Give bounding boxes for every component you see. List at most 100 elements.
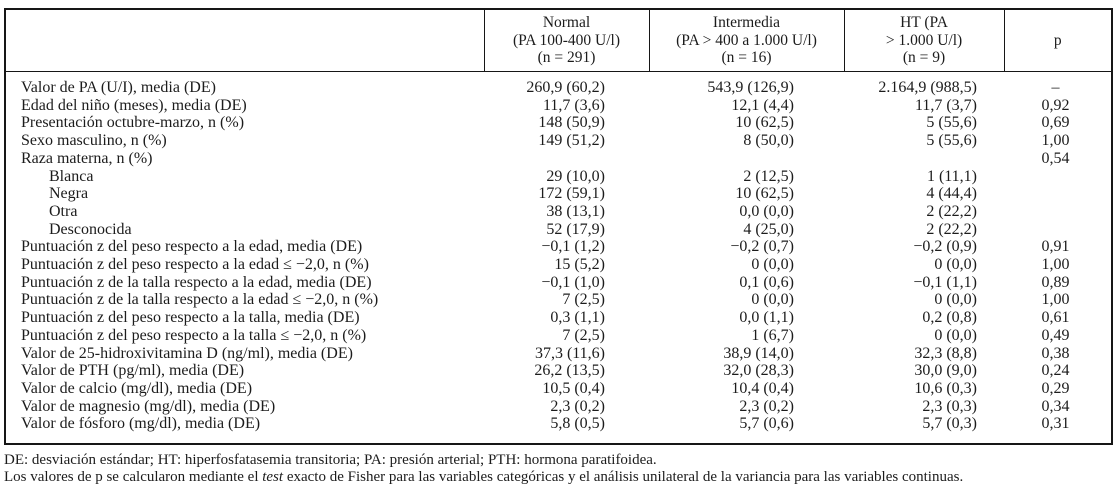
column-header-normal: Normal (PA 100-400 U/l) (n = 291) <box>483 8 650 72</box>
cell-p: 1,00 <box>1041 256 1070 274</box>
cell-normal: −0,1 (1,0) <box>541 273 605 291</box>
cell-ht: 0 (0,0) <box>934 256 977 274</box>
cell-p: 0,54 <box>1041 149 1070 167</box>
cell-ht: 5 (55,6) <box>926 132 977 150</box>
cell-normal: 11,7 (3,6) <box>542 96 605 114</box>
column-header-line: (n = 16) <box>721 49 772 67</box>
cell-normal: 172 (59,1) <box>538 185 605 203</box>
column-header-line: (n = 9) <box>902 49 946 67</box>
cell-intermedia: 10 (62,5) <box>735 185 794 203</box>
footnote-methods-suffix: exacto de Fisher para las variables cate… <box>283 469 964 485</box>
cell-normal: 260,9 (60,2) <box>526 79 605 96</box>
cell-ht: 4 (44,4) <box>926 185 977 203</box>
cell-normal: 26,2 (13,5) <box>534 362 605 380</box>
cell-intermedia: 1 (6,7) <box>751 326 794 344</box>
cell-normal: 15 (5,2) <box>554 256 605 274</box>
cell-intermedia: 10 (62,5) <box>735 114 794 132</box>
column-header-line: p <box>1053 31 1062 49</box>
cell-normal: 5,8 (0,5) <box>550 415 605 433</box>
cell-ht: 2 (22,2) <box>926 220 977 238</box>
row-label: Raza materna, n (%) <box>21 149 153 167</box>
row-label: Sexo masculino, n (%) <box>21 132 167 150</box>
footnote-abbreviations: DE: desviación estándar; HT: hiperfosfat… <box>4 452 657 469</box>
cell-p: 0,69 <box>1041 114 1070 132</box>
table-row: Valor de 25-hidroxivitamina D (ng/ml), m… <box>5 345 1112 363</box>
cell-p <box>1004 168 1112 186</box>
cell-normal: 148 (50,9) <box>538 114 605 132</box>
cell-intermedia: 2 (12,5) <box>743 167 794 185</box>
row-label: Presentación octubre-marzo, n (%) <box>21 114 245 132</box>
cell-p: 0,89 <box>1041 273 1070 291</box>
column-header-line: Normal <box>542 14 591 32</box>
table-row: Raza materna, n (%) 0,54 <box>5 150 1112 168</box>
column-header-line: (PA > 400 a 1.000 U/l) <box>676 31 817 49</box>
column-header-line: > 1.000 U/l) <box>885 31 963 49</box>
cell-intermedia: 0,0 (0,0) <box>739 202 794 220</box>
row-label: Negra <box>49 185 89 203</box>
cell-ht: 2.164,9 (988,5) <box>878 79 977 96</box>
cell-ht: 0 (0,0) <box>934 291 977 309</box>
table-row: Edad del niño (meses), media (DE) 11,7 (3… <box>5 97 1112 115</box>
row-label: Puntuación z del peso respecto a la tall… <box>21 326 367 344</box>
table-row: Puntuación z del peso respecto a la edad… <box>5 238 1112 256</box>
row-label: Valor de PA (U/I), media (DE) <box>21 79 216 96</box>
cell-p: 0,24 <box>1041 362 1070 380</box>
cell-intermedia: 8 (50,0) <box>743 132 794 150</box>
column-header-p: p <box>1003 8 1113 72</box>
column-header-line: Intermedia <box>712 14 781 32</box>
cell-ht: 5,7 (0,3) <box>922 415 977 433</box>
table-body: Valor de PA (U/I), media (DE) 260,9 (60,2… <box>5 72 1112 445</box>
cell-ht: 11,7 (3,7) <box>914 96 977 114</box>
table-row: Valor de PA (U/I), media (DE) 260,9 (60,2… <box>5 72 1112 97</box>
cell-intermedia: 4 (25,0) <box>743 220 794 238</box>
table-row: Blanca 29 (10,0) 2 (12,5) 1 (11,1) <box>5 168 1112 186</box>
cell-intermedia: 2,3 (0,2) <box>739 397 794 415</box>
row-label: Puntuación z del peso respecto a la edad… <box>21 256 369 274</box>
cell-ht: 30,0 (9,0) <box>914 362 977 380</box>
cell-ht: 10,6 (0,3) <box>914 379 977 397</box>
column-header-line: HT (PA <box>900 14 948 32</box>
table-header-row: Normal (PA 100-400 U/l) (n = 291) Interm… <box>4 8 1113 72</box>
cell-normal: 2,3 (0,2) <box>550 397 605 415</box>
footnote-methods: Los valores de p se calcularon mediante … <box>4 469 1115 485</box>
cell-intermedia: 32,0 (28,3) <box>723 362 794 380</box>
cell-normal: 38 (13,1) <box>546 202 605 220</box>
footnote-methods-prefix: Los valores de p se calcularon mediante … <box>4 469 263 485</box>
cell-normal: 10,5 (0,4) <box>542 379 605 397</box>
row-label: Puntuación z de la talla respecto a la e… <box>21 273 372 291</box>
cell-ht: 5 (55,6) <box>926 114 977 132</box>
cell-ht: 2,3 (0,3) <box>922 397 977 415</box>
cell-p: 0,91 <box>1041 238 1070 256</box>
column-header-line: (PA 100-400 U/l) <box>512 31 621 49</box>
cell-p <box>1004 203 1112 221</box>
table-row: Valor de calcio (mg/dl), media (DE) 10,5 … <box>5 380 1112 398</box>
cell-ht: −0,2 (0,9) <box>913 238 977 256</box>
cell-p: 0,31 <box>1041 415 1070 433</box>
table-footnotes: DE: desviación estándar; HT: hiperfosfat… <box>4 452 1115 485</box>
cell-ht: 1 (11,1) <box>926 167 977 185</box>
cell-normal: −0,1 (1,2) <box>541 238 605 256</box>
cell-p <box>1004 221 1112 239</box>
cell-intermedia: 38,9 (14,0) <box>723 344 794 362</box>
row-label: Puntuación z de la talla respecto a la e… <box>21 291 379 309</box>
row-label: Valor de magnesio (mg/dl), media (DE) <box>21 397 276 415</box>
column-header-stub <box>4 8 485 72</box>
cell-normal: 149 (51,2) <box>538 132 605 150</box>
cell-p: – <box>1051 79 1060 96</box>
cell-p: 0,61 <box>1041 309 1070 327</box>
cell-ht: 0,2 (0,8) <box>922 309 977 327</box>
cell-intermedia: 5,7 (0,6) <box>739 415 794 433</box>
table-row: Puntuación z del peso respecto a la tall… <box>5 327 1112 345</box>
row-label: Valor de fósforo (mg/dl), media (DE) <box>21 415 261 433</box>
cell-ht: 2 (22,2) <box>926 202 977 220</box>
cell-intermedia <box>649 150 844 168</box>
cell-ht: 0 (0,0) <box>934 326 977 344</box>
footnote-methods-italic: test <box>262 469 284 485</box>
table-row: Sexo masculino, n (%) 149 (51,2) 8 (50,0) 5… <box>5 132 1112 150</box>
cell-ht: 32,3 (8,8) <box>914 344 977 362</box>
row-label: Puntuación z del peso respecto a la tall… <box>21 309 360 327</box>
table-row: Puntuación z del peso respecto a la edad… <box>5 256 1112 274</box>
column-header-intermedia: Intermedia (PA > 400 a 1.000 U/l) (n = 1… <box>648 8 845 72</box>
cell-intermedia: 0 (0,0) <box>751 256 794 274</box>
cell-p: 1,00 <box>1041 291 1070 309</box>
